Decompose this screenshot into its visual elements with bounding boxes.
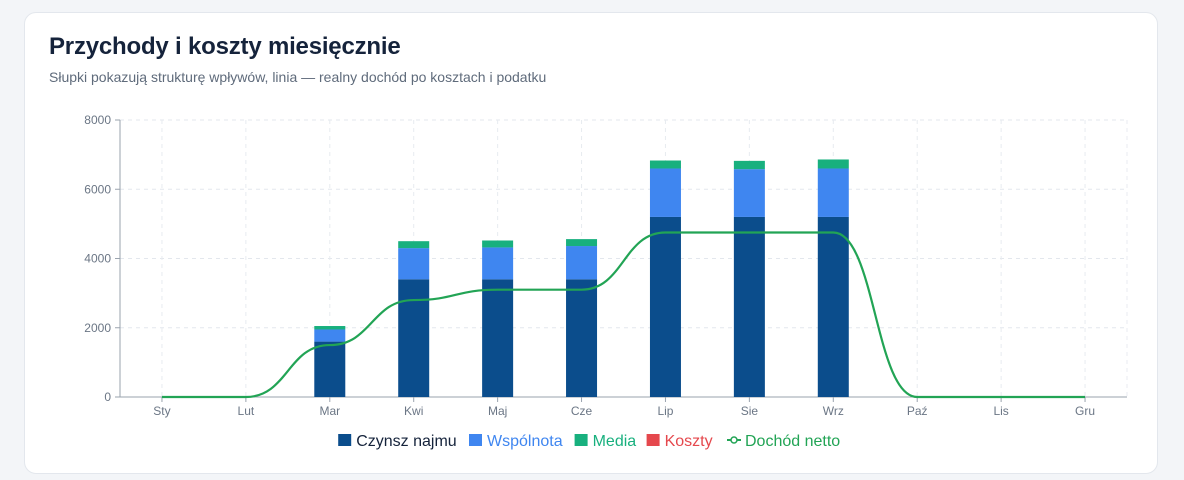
chart-title: Przychody i koszty miesięcznie — [49, 33, 401, 60]
bar-media — [649, 160, 681, 169]
bar-wsp-lnota — [314, 329, 346, 342]
bar-wsp-lnota — [398, 248, 430, 280]
net-income-line — [161, 231, 1086, 399]
y-tick-label: 6000 — [84, 182, 111, 196]
x-tick-label: Maj — [488, 404, 507, 418]
x-tick-label: Kwi — [404, 404, 423, 418]
bar-wsp-lnota — [817, 168, 849, 217]
legend-item[interactable]: Wspólnota — [469, 433, 563, 450]
bar-czynsz-najmu — [566, 279, 598, 397]
x-tick-label: Lut — [238, 404, 255, 418]
revenue-cost-chart: 0 2000 4000 6000 8000 Sty Lut Mar Kwi Maj Cze Lip Si… — [84, 113, 1128, 450]
legend-marker — [730, 436, 738, 444]
x-tick-label: Lis — [993, 404, 1008, 418]
bar-wsp-lnota — [482, 247, 514, 280]
x-tick-label: Wrz — [823, 404, 844, 418]
bar-wsp-lnota — [649, 168, 681, 217]
legend-label: Media — [593, 433, 637, 450]
bar-media — [398, 241, 430, 249]
y-tick-label: 8000 — [84, 113, 111, 127]
x-tick-label: Sty — [153, 404, 170, 418]
bar-media — [482, 240, 514, 248]
bar-wsp-lnota — [566, 246, 598, 280]
bar-czynsz-najmu — [398, 279, 430, 397]
bar-media — [314, 326, 346, 330]
x-tick-label: Mar — [319, 404, 340, 418]
legend-swatch — [469, 434, 482, 446]
legend-swatch — [646, 434, 660, 446]
legend-label: Czynsz najmu — [356, 433, 456, 450]
legend-swatch — [574, 434, 588, 446]
x-tick-label: Gru — [1075, 404, 1095, 418]
bar-czynsz-najmu — [649, 216, 681, 397]
bar-czynsz-najmu — [314, 341, 346, 397]
chart-subtitle: Słupki pokazują strukturę wpływów, linia… — [49, 69, 547, 85]
x-tick-label: Paź — [907, 404, 928, 418]
x-tick-label: Lip — [657, 404, 673, 418]
legend-label: Koszty — [665, 433, 713, 450]
x-tick-label: Cze — [571, 404, 593, 418]
legend-item[interactable]: Media — [574, 433, 637, 450]
y-tick-label: 4000 — [84, 252, 111, 266]
legend-item[interactable]: Koszty — [646, 433, 713, 450]
bar-media — [733, 160, 765, 170]
y-tick-label: 2000 — [84, 321, 111, 335]
bar-czynsz-najmu — [817, 216, 849, 397]
bar-media — [566, 239, 598, 247]
bar-czynsz-najmu — [733, 216, 765, 397]
x-tick-label: Sie — [741, 404, 759, 418]
bar-media — [817, 159, 849, 169]
bar-wsp-lnota — [733, 169, 765, 217]
y-tick-label: 0 — [104, 390, 111, 404]
legend-swatch — [338, 434, 352, 446]
bar-czynsz-najmu — [482, 279, 514, 397]
legend-label: Wspólnota — [487, 433, 563, 450]
legend-label: Dochód netto — [745, 433, 840, 450]
legend-item[interactable]: Czynsz najmu — [338, 433, 457, 450]
chart-card: Przychody i koszty miesięcznie Słupki po… — [24, 12, 1158, 474]
legend-item[interactable]: Dochód netto — [727, 433, 840, 450]
